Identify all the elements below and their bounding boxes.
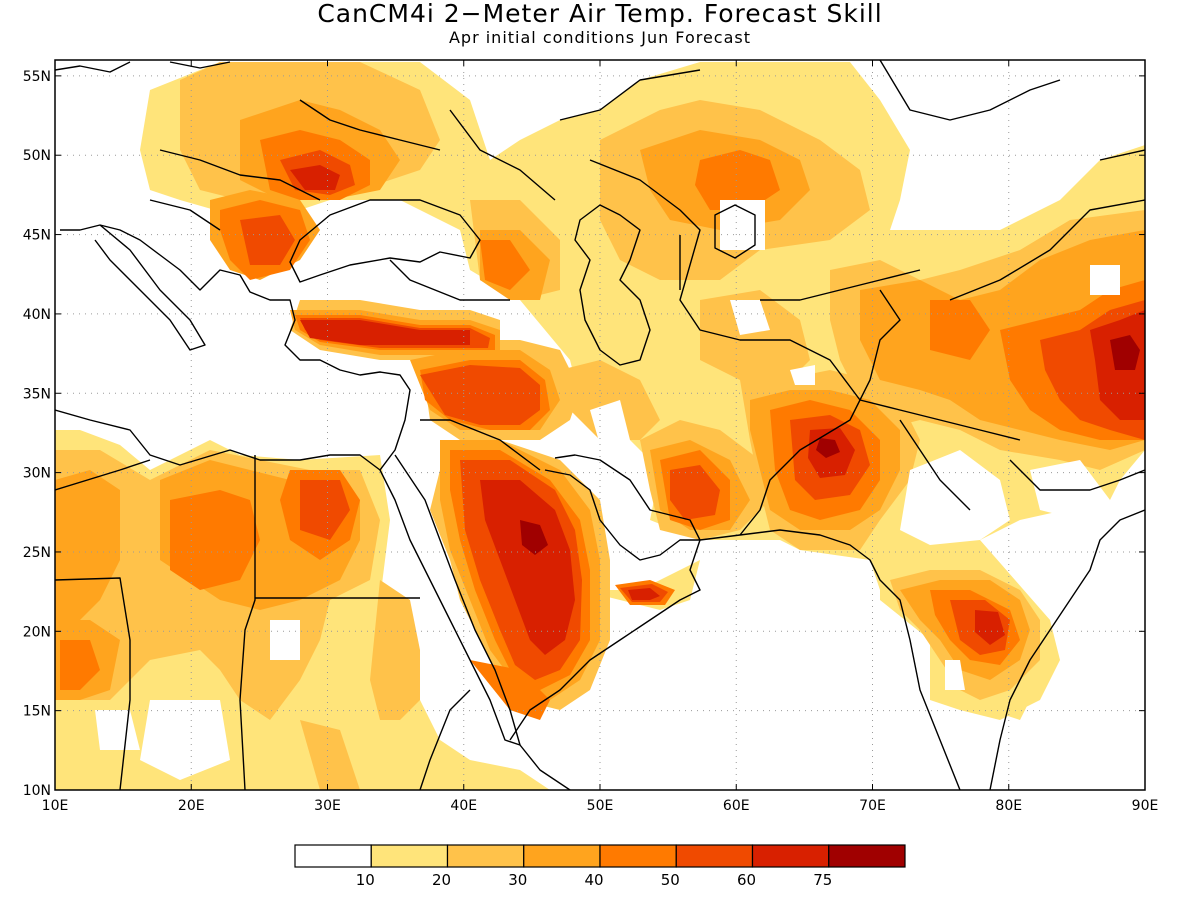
colorbar-swatch: [370, 844, 449, 868]
lon-tick-label: 60E: [723, 798, 750, 814]
colorbar-swatch: [523, 844, 601, 868]
skill-field: [55, 62, 1145, 790]
lat-tick-label: 50N: [23, 148, 51, 164]
lon-tick-label: 20E: [178, 798, 205, 814]
lon-tick-label: 40E: [450, 798, 477, 814]
colorbar-swatch: [294, 844, 372, 868]
lon-tick-label: 70E: [859, 798, 886, 814]
lat-tick-label: 20N: [23, 624, 51, 640]
lat-tick-label: 35N: [23, 386, 51, 402]
colorbar-swatch: [828, 844, 906, 868]
skill-low-areas: [95, 200, 1120, 780]
colorbar-label: 40: [584, 871, 603, 889]
latitude-labels: 10N 15N 20N 25N 30N 35N 40N 45N 50N 55N: [23, 69, 51, 799]
colorbar-swatch: [751, 844, 830, 868]
lat-tick-label: 40N: [23, 307, 51, 323]
lon-tick-label: 10E: [42, 798, 69, 814]
colorbar-swatch: [675, 844, 754, 868]
lon-tick-label: 30E: [314, 798, 341, 814]
lon-tick-label: 90E: [1132, 798, 1159, 814]
lat-tick-label: 45N: [23, 228, 51, 244]
lat-tick-label: 25N: [23, 545, 51, 561]
lon-tick-label: 80E: [995, 798, 1022, 814]
colorbar-label: 20: [432, 871, 451, 889]
lat-tick-label: 15N: [23, 704, 51, 720]
map-title: CanCM4i 2−Meter Air Temp. Forecast Skill: [317, 0, 883, 28]
axis-ticks: [54, 60, 1146, 791]
colorbar-label: 10: [356, 871, 375, 889]
colorbar: 10 20 30 40 50 60 75: [294, 844, 906, 889]
lat-tick-label: 55N: [23, 69, 51, 85]
colorbar-swatch: [599, 844, 677, 868]
coastlines-borders: [55, 60, 1145, 790]
colorbar-label: 75: [813, 871, 832, 889]
colorbar-label: 60: [737, 871, 756, 889]
lon-tick-label: 50E: [587, 798, 614, 814]
lat-tick-label: 10N: [23, 783, 51, 799]
colorbar-label: 30: [508, 871, 527, 889]
map-subtitle: Apr initial conditions Jun Forecast: [448, 28, 752, 47]
skill-level-75-area: [520, 335, 1140, 555]
colorbar-swatch: [446, 844, 525, 868]
lat-tick-label: 30N: [23, 466, 51, 482]
longitude-labels: 10E 20E 30E 40E 50E 60E 70E 80E 90E: [42, 798, 1159, 814]
colorbar-label: 50: [661, 871, 680, 889]
